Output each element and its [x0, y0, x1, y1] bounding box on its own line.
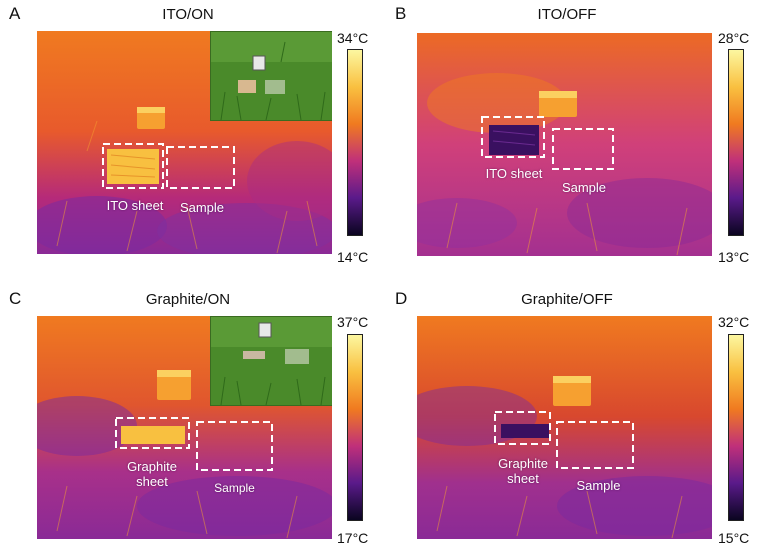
colorbar-max: 28°C	[718, 30, 750, 46]
panel-letter: B	[395, 4, 407, 23]
colorbar	[728, 334, 744, 521]
colorbar-min: 13°C	[718, 249, 750, 265]
colorbar-min: 15°C	[718, 530, 750, 546]
grass-photo	[211, 32, 332, 120]
colorbar-max: 37°C	[337, 314, 369, 330]
right-box-label: Sample	[179, 200, 225, 215]
right-box-label: Sample	[561, 180, 607, 195]
right-box-label: Sample	[576, 478, 621, 493]
colorbar	[728, 49, 744, 236]
left-box-label: Graphite sheet	[127, 459, 177, 489]
photo-inset	[210, 31, 332, 121]
photo-inset	[210, 316, 332, 406]
panel-title: ITO/OFF	[537, 6, 597, 23]
panel-title: Graphite/OFF	[521, 291, 613, 308]
left-box-label: ITO sheet	[485, 166, 543, 181]
left-box-label: ITO sheet	[106, 198, 164, 213]
thermal-image: Graphite sheet Sample	[417, 316, 712, 539]
panel-letter: D	[395, 289, 408, 308]
panel-title: Graphite/ON	[145, 291, 231, 308]
thermal-scene	[37, 316, 332, 539]
colorbar-max: 32°C	[718, 314, 750, 330]
colorbar	[347, 49, 363, 236]
colorbar-min: 14°C	[337, 249, 369, 265]
colorbar-min: 17°C	[337, 530, 369, 546]
panel-letter: C	[9, 289, 22, 308]
thermal-image: Graphite sheet Sample	[37, 316, 332, 539]
panel-letter: A	[9, 4, 21, 23]
thermal-scene	[417, 33, 712, 256]
right-box-label: Sample	[214, 481, 255, 495]
thermal-image: ITO sheet Sample	[417, 33, 712, 256]
colorbar	[347, 334, 363, 521]
colorbar-max: 34°C	[337, 30, 369, 46]
left-box-label: Graphite sheet	[498, 456, 548, 486]
panel-title: ITO/ON	[162, 6, 214, 23]
thermal-image: ITO sheet Sample	[37, 31, 332, 254]
thermal-scene	[417, 316, 712, 539]
grass-photo	[211, 317, 332, 405]
